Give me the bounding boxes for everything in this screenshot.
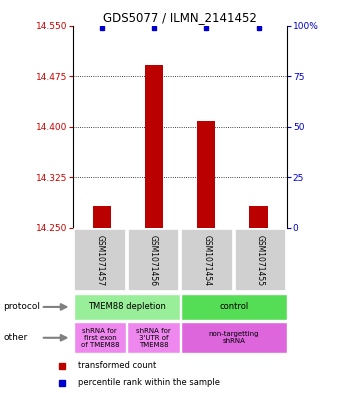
Bar [181,322,287,353]
Text: protocol: protocol [3,303,40,311]
Bar [181,229,233,292]
Text: shRNA for
3'UTR of
TMEM88: shRNA for 3'UTR of TMEM88 [136,328,171,348]
Text: control: control [219,303,249,311]
Bar [74,294,180,320]
Text: transformed count: transformed count [78,361,156,370]
Text: GSM1071454: GSM1071454 [203,235,211,286]
Bar [250,206,268,228]
Bar [235,229,286,292]
Text: GSM1071456: GSM1071456 [149,235,158,286]
Text: GSM1071455: GSM1071455 [256,235,265,286]
Text: shRNA for
first exon
of TMEM88: shRNA for first exon of TMEM88 [81,328,119,348]
Text: percentile rank within the sample: percentile rank within the sample [78,378,220,387]
Bar [128,229,179,292]
Text: other: other [3,333,28,342]
Bar [93,206,111,228]
Bar [74,229,125,292]
Bar [197,121,216,228]
Text: TMEM88 depletion: TMEM88 depletion [88,303,166,311]
Bar [127,322,180,353]
Bar [145,65,163,228]
Title: GDS5077 / ILMN_2141452: GDS5077 / ILMN_2141452 [103,11,257,24]
Text: non-targetting
shRNA: non-targetting shRNA [208,331,259,344]
Text: GSM1071457: GSM1071457 [96,235,104,286]
Bar [74,322,126,353]
Bar [181,294,287,320]
